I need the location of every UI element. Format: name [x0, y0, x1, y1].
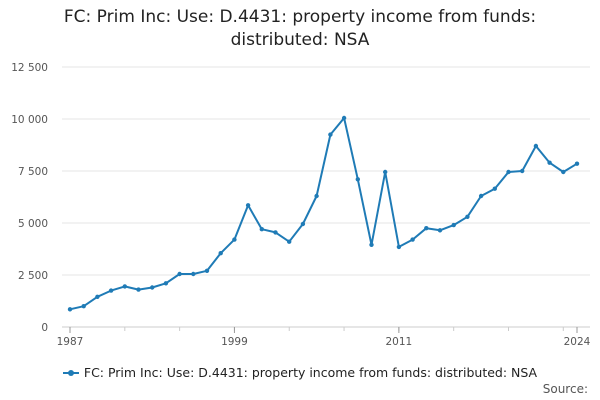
y-tick-label: 7 500	[18, 166, 48, 178]
x-tick-label: 1999	[221, 336, 248, 348]
data-point[interactable]	[478, 193, 484, 199]
x-tick-label: 2024	[564, 336, 591, 348]
data-point[interactable]	[177, 271, 182, 277]
series-line-group	[69, 117, 578, 311]
data-points	[67, 115, 580, 312]
data-point[interactable]	[108, 288, 114, 293]
data-point[interactable]	[163, 281, 169, 286]
x-tick-label: 1987	[57, 336, 84, 348]
data-point[interactable]	[341, 115, 347, 121]
y-tick-label: 5 000	[18, 218, 48, 230]
data-point[interactable]	[232, 237, 237, 242]
legend-marker	[67, 369, 74, 376]
y-tick-label: 0	[41, 322, 48, 334]
data-point[interactable]	[369, 242, 374, 247]
data-point[interactable]	[136, 287, 141, 292]
data-point[interactable]	[520, 168, 525, 174]
data-point[interactable]	[314, 193, 319, 199]
data-point[interactable]	[328, 132, 333, 137]
data-point[interactable]	[122, 284, 128, 289]
data-point[interactable]	[451, 222, 456, 228]
data-point[interactable]	[81, 304, 86, 309]
data-point[interactable]	[204, 268, 210, 273]
x-tick-labels: 1987 1999 2011 2024	[57, 336, 591, 348]
x-axis	[62, 326, 590, 333]
y-tick-label: 10 000	[11, 114, 48, 126]
series-line	[69, 117, 578, 311]
legend-swatch	[62, 369, 79, 376]
data-point[interactable]	[396, 244, 402, 250]
x-tick-label: 2011	[385, 336, 412, 348]
data-point[interactable]	[492, 186, 497, 191]
y-grid	[62, 66, 590, 328]
data-point[interactable]	[218, 251, 223, 256]
data-point[interactable]	[424, 226, 429, 231]
data-point[interactable]	[150, 285, 155, 290]
data-point[interactable]	[95, 294, 100, 299]
data-point[interactable]	[67, 307, 73, 312]
y-tick-labels: 0 2 500 5 000 7 500 10 000 12 500	[11, 62, 48, 334]
data-point[interactable]	[547, 160, 552, 165]
data-point[interactable]	[574, 161, 580, 166]
data-point[interactable]	[355, 177, 360, 182]
legend-label: FC: Prim Inc: Use: D.4431: property inco…	[83, 365, 538, 380]
y-tick-label: 2 500	[18, 270, 48, 282]
data-point[interactable]	[245, 203, 251, 208]
data-point[interactable]	[259, 227, 264, 232]
data-point[interactable]	[506, 169, 511, 175]
chart-title: FC: Prim Inc: Use: D.4431: property inco…	[0, 6, 600, 52]
legend[interactable]: FC: Prim Inc: Use: D.4431: property inco…	[0, 365, 600, 380]
data-point[interactable]	[287, 239, 292, 244]
data-point[interactable]	[383, 169, 388, 175]
data-point[interactable]	[561, 169, 566, 175]
data-point[interactable]	[437, 228, 443, 233]
data-point[interactable]	[300, 221, 306, 227]
data-point[interactable]	[191, 271, 196, 277]
chart-title-line-2: distributed: NSA	[230, 30, 370, 50]
chart-title-line-1: FC: Prim Inc: Use: D.4431: property inco…	[63, 7, 537, 27]
data-point[interactable]	[273, 230, 278, 235]
source-label[interactable]: Source:	[542, 382, 588, 396]
data-point[interactable]	[533, 143, 539, 149]
data-point[interactable]	[465, 214, 470, 219]
data-point[interactable]	[410, 237, 415, 242]
y-tick-label: 12 500	[11, 62, 48, 74]
